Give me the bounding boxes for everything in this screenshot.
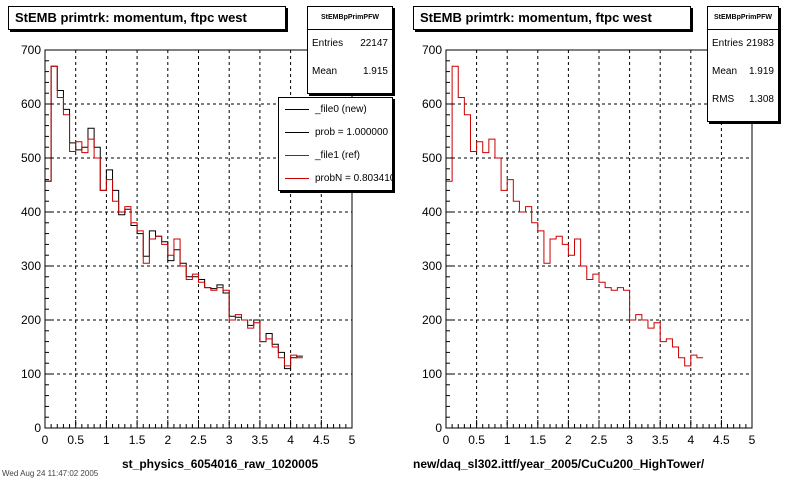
chart-2-xtick-label-2: 1 xyxy=(504,433,511,447)
chart-2-ytick-label-5: 500 xyxy=(422,151,442,165)
chart-1-xtick-label-1: 0.5 xyxy=(67,433,84,447)
chart-1-stats-name: StEMBpPrimPFW xyxy=(308,7,392,30)
chart-1-xtick-label-10: 5 xyxy=(349,433,356,447)
chart-2-plot: 0 0.5 1 1.5 2 2.5 3 3.5 4 4.5 5 0 100 200 300 400 500 600… xyxy=(422,43,756,447)
chart-1-xtick-label-0: 0 xyxy=(42,433,49,447)
chart-2-stats-entries-label: Entries xyxy=(712,38,744,49)
chart-1-xtick-label-3: 1.5 xyxy=(129,433,146,447)
chart-2-ytick-label-7: 700 xyxy=(422,43,442,57)
chart-1-stats-entries-row: Entries 22147 xyxy=(308,30,392,58)
chart-1-stats-mean-row: Mean 1.915 xyxy=(308,58,392,86)
chart-2-xtick-label-3: 1.5 xyxy=(529,433,546,447)
chart-2-ytick-label-1: 100 xyxy=(422,367,442,381)
chart-2-ytick-label-3: 300 xyxy=(422,259,442,273)
chart-1-xtick-label-2: 1 xyxy=(103,433,110,447)
chart-1-xtick-label-8: 4 xyxy=(287,433,294,447)
chart-1-stats-mean-label: Mean xyxy=(312,66,338,77)
chart-2-xtick-label-6: 3 xyxy=(626,433,633,447)
legend-label-prob: prob = 1.000000 xyxy=(315,127,389,138)
chart-2-stats-mean-label: Mean xyxy=(712,66,738,77)
chart-2-series-0 xyxy=(445,65,704,428)
legend-entry-prob: prob = 1.000000 xyxy=(279,121,392,144)
chart-2-stats-rms-value: 1.308 xyxy=(748,94,774,105)
chart-1-stats-mean-value: 1.915 xyxy=(362,66,388,77)
chart-1-xtick-label-7: 3.5 xyxy=(252,433,269,447)
chart-1-ytick-label-3: 300 xyxy=(21,259,41,273)
chart-1-ytick-label-7: 700 xyxy=(21,43,41,57)
chart-1-xtick-label-9: 4.5 xyxy=(313,433,330,447)
chart-2-stats-entries-value: 21983 xyxy=(746,38,774,49)
legend-label-ref: _file1 (ref) xyxy=(315,150,361,161)
chart-2-xtick-label-8: 4 xyxy=(687,433,694,447)
chart-1-ytick-label-0: 0 xyxy=(34,421,41,435)
chart-1-xtick-label-6: 3 xyxy=(226,433,233,447)
chart-2-xtick-label-1: 0.5 xyxy=(468,433,485,447)
legend-entry-ref: _file1 (ref) xyxy=(279,144,392,167)
chart-2-xtick-label-9: 4.5 xyxy=(713,433,730,447)
chart-2-xtick-label-10: 5 xyxy=(749,433,756,447)
legend-swatch-new xyxy=(285,109,309,110)
chart-1-xtick-label-4: 2 xyxy=(164,433,171,447)
chart-1-series-1 xyxy=(44,65,303,428)
chart-1-xtick-label-5: 2.5 xyxy=(190,433,207,447)
chart-1-ytick-label-6: 600 xyxy=(21,97,41,111)
chart-1-ytick-label-2: 200 xyxy=(21,313,41,327)
chart-2-ytick-label-0: 0 xyxy=(435,421,442,435)
legend-label-new: _file0 (new) xyxy=(315,104,367,115)
chart-2-x-title: new/daq_sl302.ittf/year_2005/CuCu200_Hig… xyxy=(413,457,705,471)
legend-swatch-ref xyxy=(285,155,309,156)
chart-2-ytick-label-4: 400 xyxy=(422,205,442,219)
chart-2-xtick-label-0: 0 xyxy=(443,433,450,447)
footer-timestamp: Wed Aug 24 11:47:02 2005 xyxy=(2,469,99,478)
chart-1-ytick-label-4: 400 xyxy=(21,205,41,219)
chart-2-ytick-label-6: 600 xyxy=(422,97,442,111)
chart-2-stats-rms-row: RMS 1.308 xyxy=(708,86,778,114)
chart-2-xtick-label-4: 2 xyxy=(565,433,572,447)
chart-2-xtick-label-5: 2.5 xyxy=(591,433,608,447)
chart-2-title: StEMB primtrk: momentum, ftpc west xyxy=(413,6,691,30)
chart-1-stats-entries-label: Entries xyxy=(312,38,344,49)
chart-2-stats-box: StEMBpPrimPFW Entries 21983 Mean 1.919 R… xyxy=(707,6,779,122)
chart-2-stats-name: StEMBpPrimPFW xyxy=(708,7,778,30)
chart-1-x-title: st_physics_6054016_raw_1020005 xyxy=(122,457,319,471)
chart-1-ytick-label-5: 500 xyxy=(21,151,41,165)
chart-2-stats-rms-label: RMS xyxy=(712,94,735,105)
chart-1-title: StEMB primtrk: momentum, ftpc west xyxy=(8,6,286,30)
chart-2-ytick-label-2: 200 xyxy=(422,313,442,327)
legend-entry-probn: probN = 0.803410 xyxy=(279,167,392,190)
chart-2-stats-mean-value: 1.919 xyxy=(748,66,774,77)
chart-1-ytick-label-1: 100 xyxy=(21,367,41,381)
chart-1-stats-entries-value: 22147 xyxy=(360,38,388,49)
legend-swatch-probn xyxy=(285,178,309,179)
legend-swatch-prob xyxy=(285,132,309,133)
legend-entry-new: _file0 (new) xyxy=(279,98,392,121)
chart-2-stats-mean-row: Mean 1.919 xyxy=(708,58,778,86)
legend-label-probn: probN = 0.803410 xyxy=(315,173,393,184)
chart-1-legend: _file0 (new) prob = 1.000000 _file1 (ref… xyxy=(278,97,393,191)
chart-2-stats-entries-row: Entries 21983 xyxy=(708,30,778,58)
chart-1-stats-box: StEMBpPrimPFW Entries 22147 Mean 1.915 xyxy=(307,6,393,94)
chart-2-xtick-label-7: 3.5 xyxy=(652,433,669,447)
